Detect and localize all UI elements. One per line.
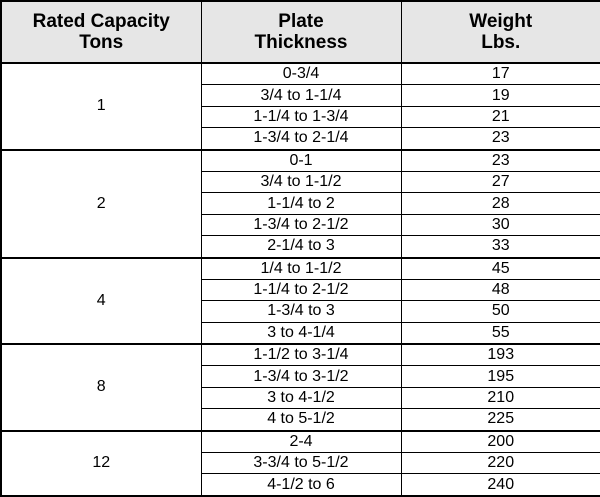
thickness-cell: 3 to 4-1/4 <box>201 322 401 344</box>
weight-cell: 23 <box>401 150 600 172</box>
weight-cell: 17 <box>401 63 600 85</box>
weight-cell: 48 <box>401 279 600 300</box>
weight-cell: 28 <box>401 193 600 214</box>
capacity-cell: 4 <box>1 258 201 345</box>
capacity-cell: 8 <box>1 344 201 431</box>
weight-cell: 225 <box>401 409 600 431</box>
weight-cell: 210 <box>401 387 600 408</box>
header-line: Tons <box>2 32 201 53</box>
weight-cell: 23 <box>401 128 600 150</box>
header-line: Plate <box>202 11 401 32</box>
weight-cell: 27 <box>401 171 600 192</box>
thickness-cell: 3 to 4-1/2 <box>201 387 401 408</box>
weight-cell: 45 <box>401 258 600 280</box>
weight-cell: 33 <box>401 236 600 258</box>
header-line: Weight <box>402 11 600 32</box>
header-line: Thickness <box>202 32 401 53</box>
weight-cell: 195 <box>401 366 600 387</box>
weight-cell: 50 <box>401 301 600 322</box>
weight-cell: 55 <box>401 322 600 344</box>
thickness-cell: 4 to 5-1/2 <box>201 409 401 431</box>
capacity-cell: 1 <box>1 63 201 150</box>
capacity-cell: 2 <box>1 150 201 258</box>
thickness-cell: 1-3/4 to 2-1/4 <box>201 128 401 150</box>
thickness-cell: 1-3/4 to 3 <box>201 301 401 322</box>
thickness-cell: 2-4 <box>201 431 401 453</box>
weight-cell: 21 <box>401 106 600 127</box>
thickness-cell: 0-3/4 <box>201 63 401 85</box>
weight-cell: 220 <box>401 453 600 474</box>
thickness-cell: 1/4 to 1-1/2 <box>201 258 401 280</box>
thickness-cell: 1-1/4 to 2-1/2 <box>201 279 401 300</box>
header-line: Lbs. <box>402 32 600 53</box>
weight-cell: 193 <box>401 344 600 366</box>
thickness-cell: 1-1/2 to 3-1/4 <box>201 344 401 366</box>
thickness-cell: 3-3/4 to 5-1/2 <box>201 453 401 474</box>
header-line: Rated Capacity <box>2 11 201 32</box>
thickness-cell: 2-1/4 to 3 <box>201 236 401 258</box>
thickness-cell: 1-1/4 to 2 <box>201 193 401 214</box>
capacity-cell: 12 <box>1 431 201 496</box>
thickness-cell: 0-1 <box>201 150 401 172</box>
thickness-cell: 3/4 to 1-1/2 <box>201 171 401 192</box>
thickness-cell: 1-1/4 to 1-3/4 <box>201 106 401 127</box>
thickness-cell: 3/4 to 1-1/4 <box>201 85 401 106</box>
weight-cell: 19 <box>401 85 600 106</box>
thickness-cell: 1-3/4 to 2-1/2 <box>201 214 401 235</box>
weight-cell: 30 <box>401 214 600 235</box>
weight-cell: 200 <box>401 431 600 453</box>
thickness-cell: 1-3/4 to 3-1/2 <box>201 366 401 387</box>
